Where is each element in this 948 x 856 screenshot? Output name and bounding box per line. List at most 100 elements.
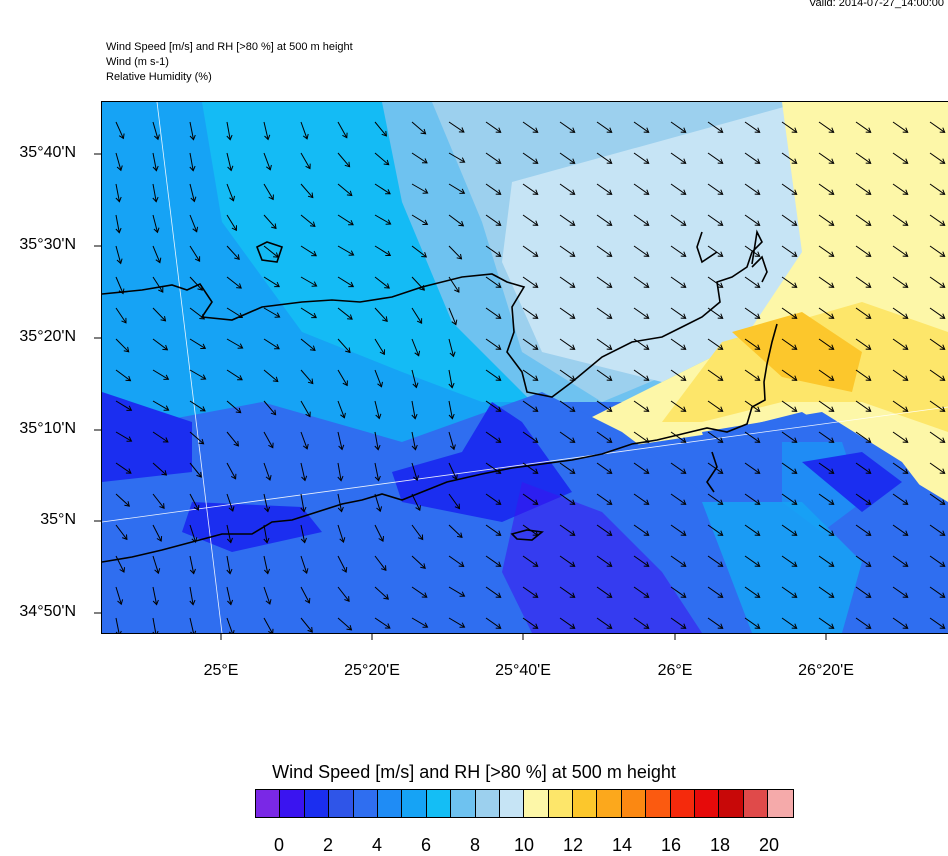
wind-arrow <box>522 214 539 226</box>
wind-arrow <box>633 400 650 412</box>
wind-arrow <box>744 400 761 412</box>
wind-arrow <box>189 524 198 543</box>
wind-arrow <box>263 431 274 449</box>
wind-arrow <box>559 214 576 226</box>
wind-arrow <box>300 555 309 574</box>
wind-arrow <box>226 338 244 349</box>
wind-arrow <box>929 214 946 226</box>
wind-arrow <box>596 121 613 133</box>
wind-arrow <box>152 121 160 141</box>
wind-arrow <box>374 462 381 482</box>
wind-arrow <box>152 400 170 411</box>
wind-arrow <box>411 245 428 258</box>
wind-arrow <box>522 431 539 443</box>
wind-arrow <box>411 555 426 569</box>
wind-arrow <box>559 555 576 567</box>
wind-arrow <box>485 276 502 288</box>
wind-arrow <box>263 152 272 171</box>
wind-arrow <box>596 617 613 629</box>
wind-arrow <box>633 214 650 226</box>
wind-arrow <box>448 493 461 510</box>
colorbar-swatch <box>256 790 281 817</box>
wind-arrow <box>892 431 909 443</box>
wind-arrow <box>892 245 909 257</box>
wind-arrow <box>152 369 170 380</box>
wind-arrow <box>115 555 125 573</box>
wind-arrow <box>115 214 122 234</box>
wind-arrow <box>411 307 423 324</box>
wind-arrow <box>892 214 909 226</box>
wind-arrow <box>337 524 346 543</box>
wind-arrow <box>263 555 271 575</box>
wind-arrow <box>707 183 724 195</box>
wind-arrow <box>337 121 348 139</box>
wind-arrow <box>374 183 391 195</box>
wind-arrow <box>189 369 207 380</box>
wind-arrow <box>670 214 687 226</box>
wind-arrow <box>337 400 346 419</box>
wind-arrow <box>226 555 233 575</box>
wind-arrow <box>633 586 650 598</box>
wind-arrow <box>596 245 613 257</box>
wind-arrow <box>707 555 724 567</box>
wind-arrow <box>855 555 872 567</box>
wind-arrow <box>929 307 946 319</box>
wind-arrow <box>707 214 724 226</box>
wind-arrow <box>744 555 761 567</box>
wind-arrow <box>300 462 308 482</box>
wind-arrow <box>189 121 196 141</box>
wind-arrow <box>892 183 909 195</box>
colorbar-swatch <box>475 790 500 817</box>
wind-vector-layer <box>115 121 946 633</box>
wind-arrow <box>374 276 390 289</box>
wind-arrow <box>670 338 687 350</box>
wind-arrow <box>115 524 128 541</box>
wind-arrow <box>744 369 761 381</box>
wind-arrow <box>300 276 318 287</box>
wind-arrow <box>189 214 199 233</box>
wind-arrow <box>226 431 239 447</box>
wind-arrow <box>781 493 798 505</box>
wind-arrow <box>892 524 909 536</box>
wind-arrow <box>633 245 650 257</box>
wind-arrow <box>115 400 133 411</box>
wind-arrow <box>374 307 388 322</box>
wind-arrow <box>559 338 576 350</box>
wind-arrow <box>152 245 162 264</box>
wind-arrow <box>818 183 835 195</box>
wind-arrow <box>337 152 351 168</box>
wind-arrow <box>485 214 502 226</box>
wind-arrow <box>781 183 798 195</box>
wind-arrow <box>670 586 687 598</box>
wind-arrow <box>448 400 455 420</box>
wind-arrow <box>670 555 687 567</box>
wind-arrow <box>300 121 309 140</box>
wind-arrow <box>781 245 798 257</box>
wind-arrow <box>633 152 650 164</box>
wind-arrow <box>929 152 946 164</box>
wind-arrow <box>485 121 502 133</box>
wind-arrow <box>485 245 502 257</box>
wind-arrow <box>892 555 909 567</box>
wind-arrow <box>633 369 650 381</box>
wind-arrow <box>892 276 909 288</box>
wind-arrow <box>855 493 872 505</box>
wind-arrow <box>300 586 311 604</box>
wind-arrow <box>744 245 761 257</box>
wind-arrow <box>263 586 272 605</box>
wind-arrow <box>337 214 354 226</box>
wind-arrow <box>855 431 872 443</box>
wind-arrow <box>596 493 613 505</box>
wind-arrow <box>929 183 946 195</box>
lat-label: 35°30'N <box>19 236 76 253</box>
wind-arrow <box>670 617 687 629</box>
wind-arrow <box>485 152 502 164</box>
wind-arrow <box>300 400 311 418</box>
wind-arrow <box>189 152 196 172</box>
colorbar-swatch <box>646 790 671 817</box>
wind-arrow <box>485 183 502 195</box>
wind-arrow <box>707 338 724 350</box>
wind-arrow <box>596 431 613 443</box>
wind-arrow <box>152 338 169 351</box>
humidity-field-label: Relative Humidity (%) <box>106 71 212 83</box>
